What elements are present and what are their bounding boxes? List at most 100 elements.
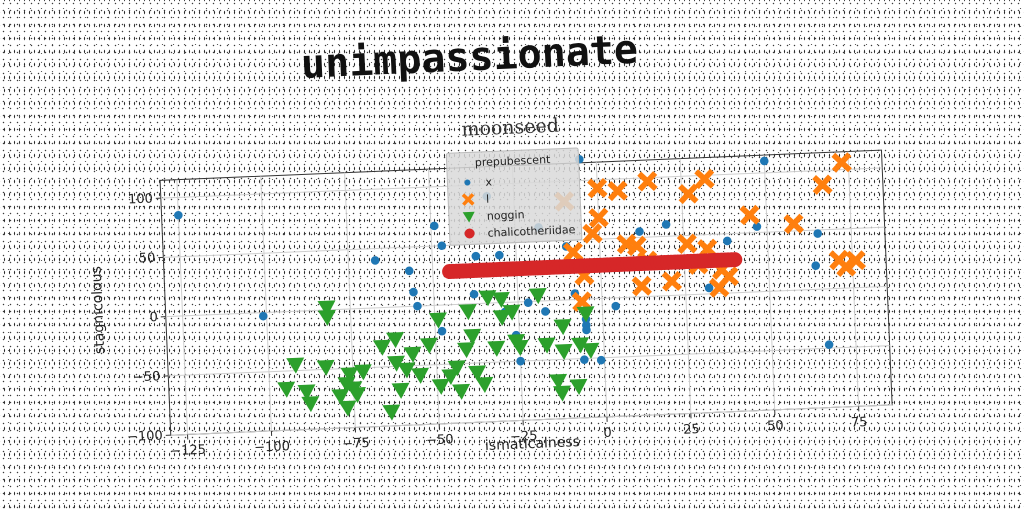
x-gridline xyxy=(847,151,860,407)
x-tick-label: −25 xyxy=(510,429,538,445)
point-l xyxy=(694,168,715,190)
point-noggin xyxy=(419,337,438,354)
x-tick-label: 75 xyxy=(851,415,868,431)
point-x xyxy=(523,298,533,307)
x-gridline xyxy=(176,179,189,435)
point-l xyxy=(783,213,805,235)
point-noggin xyxy=(549,373,568,390)
point-x xyxy=(824,340,834,349)
point-l xyxy=(562,241,584,263)
point-noggin xyxy=(478,290,497,307)
point-l xyxy=(812,174,833,195)
point-noggin xyxy=(403,346,422,363)
point-noggin xyxy=(452,383,471,400)
point-x xyxy=(413,301,422,311)
point-noggin xyxy=(569,378,588,396)
legend-label: l xyxy=(486,193,490,206)
point-noggin xyxy=(447,360,466,377)
point-noggin xyxy=(331,388,350,405)
x-tick-label: 25 xyxy=(683,422,700,438)
point-noggin xyxy=(463,328,482,345)
legend-label: chalicotheriidae xyxy=(487,223,576,240)
point-x xyxy=(258,311,268,321)
y-tick-label: 100 xyxy=(128,192,153,208)
point-x xyxy=(722,236,732,246)
point-x xyxy=(759,156,769,166)
x-tick-label: 50 xyxy=(767,419,784,435)
x-tick-label: −75 xyxy=(342,436,370,452)
point-noggin xyxy=(571,337,590,354)
point-x xyxy=(437,326,447,336)
point-l xyxy=(661,270,683,292)
y-tick-label: −50 xyxy=(133,369,161,385)
point-x xyxy=(409,287,418,297)
point-x xyxy=(661,220,671,229)
point-x xyxy=(752,222,762,231)
point-noggin xyxy=(537,337,556,354)
legend-title: prepubescent xyxy=(475,153,552,169)
point-x xyxy=(437,241,447,251)
point-l xyxy=(718,266,739,287)
x-tick-label: −50 xyxy=(426,432,454,448)
point-x xyxy=(635,227,644,236)
x-tick-label: −125 xyxy=(170,443,206,459)
axis-ticks: −125 −100 −75 −50 −25 0 25 50 75 −100 −50 0 50 100 xyxy=(127,192,868,460)
point-noggin xyxy=(468,365,487,382)
x-gridline xyxy=(595,162,608,417)
point-noggin xyxy=(528,288,547,305)
point-noggin xyxy=(301,396,320,413)
point-noggin xyxy=(387,355,405,372)
point-noggin xyxy=(286,357,305,374)
point-noggin xyxy=(553,319,572,336)
point-chalicotheriidae xyxy=(727,252,743,268)
point-noggin xyxy=(386,331,405,349)
point-noggin xyxy=(491,291,510,309)
point-l xyxy=(607,180,628,202)
legend-marker xyxy=(464,228,475,239)
point-noggin xyxy=(552,385,571,402)
point-x xyxy=(471,251,481,261)
point-l xyxy=(676,233,698,255)
point-l xyxy=(831,152,852,173)
point-noggin xyxy=(487,340,506,357)
legend-label: noggin xyxy=(487,208,525,223)
point-x xyxy=(370,256,380,265)
point-noggin xyxy=(340,367,359,384)
legend-marker xyxy=(464,179,471,186)
point-x xyxy=(516,356,525,366)
point-l xyxy=(739,204,760,226)
y-tick-label: 0 xyxy=(149,310,158,325)
point-l xyxy=(845,250,867,271)
point-noggin xyxy=(475,376,494,394)
point-l xyxy=(678,183,699,205)
point-noggin xyxy=(382,404,401,421)
point-noggin xyxy=(411,367,430,384)
point-noggin xyxy=(347,386,366,404)
point-noggin xyxy=(316,359,335,376)
x-axis-label: ismaticalness xyxy=(485,434,581,454)
x-tick-label: 0 xyxy=(603,426,612,441)
point-l xyxy=(588,207,609,229)
point-x xyxy=(811,261,821,270)
point-noggin xyxy=(353,364,372,381)
point-noggin xyxy=(510,339,529,356)
point-x xyxy=(429,221,439,231)
point-noggin xyxy=(492,309,511,326)
point-noggin xyxy=(431,378,450,395)
point-noggin xyxy=(576,306,595,323)
x-tick-label: −100 xyxy=(254,439,290,455)
point-x xyxy=(541,307,550,316)
point-noggin xyxy=(428,312,447,329)
point-noggin xyxy=(581,342,600,359)
data-layer xyxy=(174,152,867,421)
point-x xyxy=(582,325,591,335)
point-x xyxy=(580,355,589,364)
point-noggin xyxy=(372,339,391,356)
point-noggin xyxy=(457,342,476,359)
y-tick-label: 50 xyxy=(138,251,155,267)
point-x xyxy=(174,210,183,220)
point-l xyxy=(631,275,653,297)
point-x xyxy=(596,355,606,365)
